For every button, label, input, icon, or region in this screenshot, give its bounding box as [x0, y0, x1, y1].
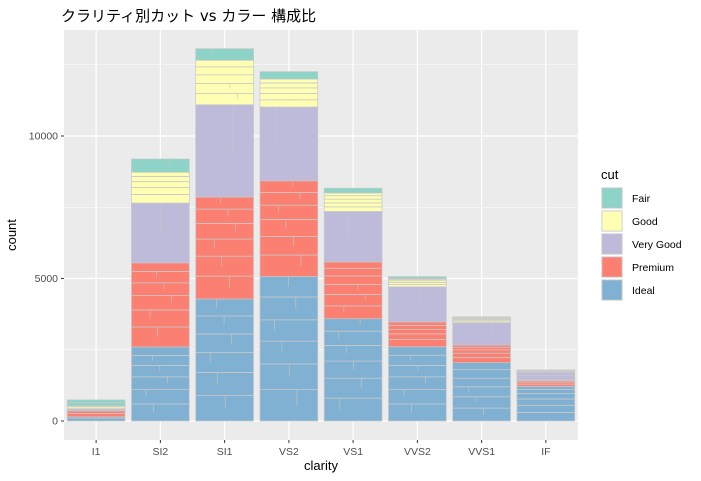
bar-very-good-vvs2 [388, 286, 447, 322]
legend: cut Fair Good Very Good Premium Ideal [601, 167, 682, 301]
bar-very-good-if [516, 372, 575, 380]
bar-fair-si2 [131, 158, 190, 173]
x-tick-label: I1 [92, 446, 101, 458]
bar-ideal-vs1 [324, 318, 383, 421]
bar-fair-vs2 [259, 71, 318, 80]
legend-key-good [601, 210, 623, 232]
x-axis: I1 SI2 SI1 VS2 VS1 VVS2 VVS1 IF [92, 440, 551, 458]
bar-ideal-si2 [131, 346, 190, 421]
bar-subdivision [388, 276, 447, 279]
y-tick-label: 0 [52, 416, 58, 428]
legend-label: Ideal [632, 285, 655, 297]
bar-premium-vs1 [324, 262, 383, 319]
bar-subdivision [66, 399, 126, 403]
bar-ideal-i1 [67, 416, 126, 421]
legend-label: Fair [632, 193, 651, 205]
bar-ideal-if [516, 386, 575, 421]
x-tick-label: SI1 [217, 446, 233, 458]
legend-key-fair [601, 187, 623, 209]
y-tick-label: 5000 [35, 273, 59, 285]
x-tick-label: VS1 [343, 446, 363, 458]
x-tick-label: VS2 [279, 446, 299, 458]
bar-fair-si1 [195, 48, 254, 61]
legend-label: Very Good [632, 239, 682, 251]
bar-ideal-vs2 [259, 276, 318, 421]
bar-very-good-vs1 [324, 211, 383, 263]
legend-label: Good [632, 216, 658, 228]
bar-subdivision [323, 187, 383, 194]
legend-key-very-good [601, 233, 623, 255]
bar-fair-vs1 [324, 188, 383, 193]
bar-good-vs2 [259, 79, 318, 107]
bar-premium-vs2 [259, 180, 318, 277]
bar-subdivision [131, 158, 190, 173]
bar-fair-vvs2 [388, 276, 447, 279]
bar-ideal-vvs1 [452, 362, 511, 421]
chart-title: クラリティ別カット vs カラー 構成比 [61, 7, 316, 25]
bar-very-good-vs2 [259, 106, 318, 181]
x-tick-label: SI2 [152, 446, 168, 458]
y-axis: 0 5000 10000 [29, 131, 64, 428]
bar-premium-if [516, 379, 575, 387]
legend-label: Premium [632, 262, 674, 274]
bar-premium-i1 [67, 410, 126, 417]
bar-fair-i1 [67, 399, 126, 406]
bar-premium-si2 [131, 262, 190, 347]
x-tick-label: VVS2 [404, 446, 431, 458]
legend-key-premium [601, 256, 623, 278]
bar-subdivision [259, 71, 319, 80]
bar-premium-vvs1 [452, 345, 511, 363]
legend-key-ideal [601, 279, 623, 301]
bar-very-good-vvs1 [452, 322, 511, 346]
y-tick-label: 10000 [29, 131, 58, 143]
bar-very-good-si1 [195, 104, 254, 198]
x-tick-label: IF [541, 446, 550, 458]
legend-title: cut [601, 167, 619, 182]
bar-very-good-si2 [131, 203, 190, 263]
x-axis-title: clarity [304, 458, 338, 473]
bar-ideal-vvs2 [388, 346, 447, 421]
bar-subdivision [195, 48, 254, 61]
x-tick-label: VVS1 [468, 446, 495, 458]
bar-premium-vvs2 [388, 321, 447, 347]
bar-good-si1 [195, 60, 254, 105]
bar-premium-si1 [195, 197, 254, 299]
bars [66, 48, 576, 422]
y-axis-title: count [4, 219, 19, 251]
bar-ideal-si1 [195, 298, 254, 421]
